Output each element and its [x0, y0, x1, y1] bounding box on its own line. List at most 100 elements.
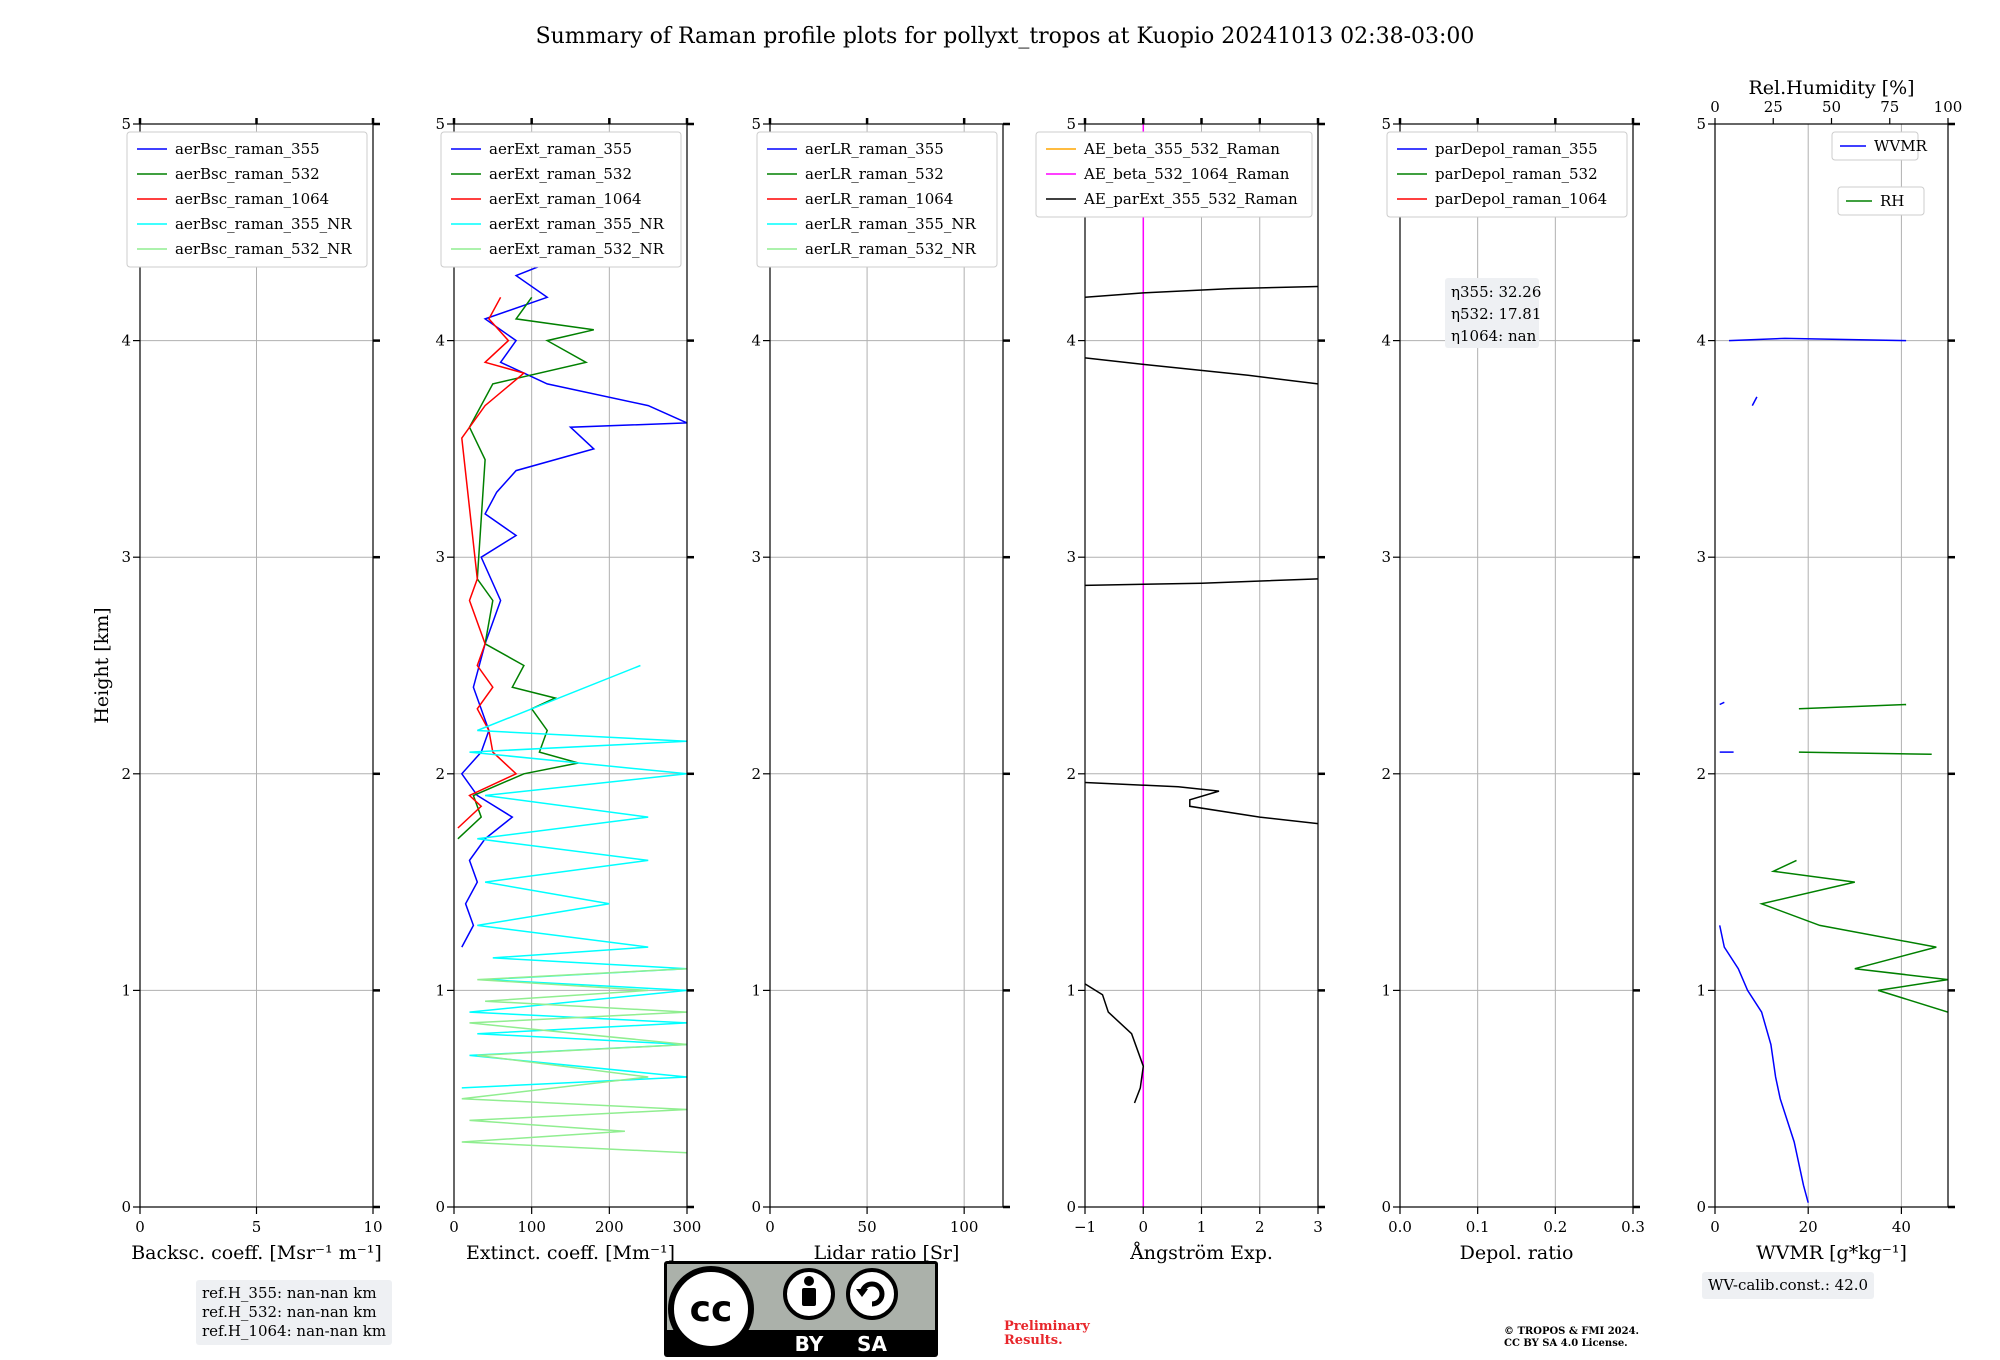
ytick-label: 0: [1066, 1198, 1076, 1216]
ytick-label: 4: [1696, 332, 1706, 350]
xtick-label: 0.2: [1543, 1218, 1567, 1236]
xtick-label: 0: [1138, 1218, 1148, 1236]
panel-2: 0 1 2 3 4 5 0 100 200 300 Extinct. coeff. [Mm⁻¹] ae…: [435, 115, 701, 1264]
xlabel: Depol. ratio: [1460, 1242, 1574, 1264]
data-layer: [457, 253, 687, 1154]
ytick-label: 4: [751, 332, 761, 350]
legend-label: RH: [1880, 192, 1904, 210]
axes-frame: [1399, 123, 1634, 1208]
legend-label: AE_beta_355_532_Raman: [1083, 140, 1280, 158]
xtick-label: 2: [1255, 1218, 1265, 1236]
series-aerExt_raman_1064: [457, 296, 526, 829]
ytick-label: 0: [1696, 1198, 1706, 1216]
ytick-label: 4: [1066, 332, 1076, 350]
ytick-label: 1: [1696, 981, 1706, 999]
legend-label: parDepol_raman_532: [1435, 165, 1598, 183]
series-segment: [1085, 357, 1318, 385]
series-RH: [1759, 859, 1948, 1013]
panel-5: 0 1 2 3 4 5 0.0 0.1 0.2 0.3 Depol. ratio parDepol_r…: [1381, 115, 1644, 1264]
series-segment: [1719, 701, 1725, 706]
panel-4: 0 1 2 3 4 5 −1 0 1 2 3 Ångström Exp. AE_beta_355_532…: [1035, 115, 1325, 1264]
xlabel: Ångström Exp.: [1129, 1242, 1273, 1264]
ytick-label: 1: [1066, 981, 1076, 999]
wv-calibration-box: WV-calib.const.: 42.0: [1702, 1272, 1875, 1299]
ytick-label: 0: [121, 1198, 131, 1216]
legend-box: [1386, 131, 1628, 218]
series-aerExt_raman_532_NR: [461, 967, 687, 1154]
refh-532: ref.H_532: nan-nan km: [202, 1303, 377, 1321]
legend-label: aerExt_raman_532: [489, 165, 632, 183]
eta-box: [1445, 278, 1539, 348]
xtick-label: 200: [595, 1218, 624, 1236]
ytick-label: 3: [1066, 548, 1076, 566]
axes-frame: [769, 123, 1004, 1208]
legend-label: aerExt_raman_355: [489, 140, 632, 158]
ytick-label: 1: [1381, 981, 1391, 999]
ytick-label: 2: [1066, 765, 1076, 783]
preliminary-results-note: Preliminary Results.: [1004, 1319, 1090, 1348]
reference-height-box: ref.H_355: nan-nan km ref.H_532: nan-nan…: [196, 1280, 393, 1345]
xtick-label: 0: [135, 1218, 145, 1236]
series-segment: [1798, 751, 1932, 756]
series-segment: [1728, 337, 1907, 342]
ytick-label: 4: [1381, 332, 1391, 350]
series-segment: [1085, 285, 1318, 299]
xtick-label: 300: [673, 1218, 702, 1236]
xtick-label: 100: [517, 1218, 546, 1236]
xtick-label: 0.0: [1388, 1218, 1412, 1236]
ytick-label: 5: [1381, 115, 1391, 133]
ytick-label: 0: [435, 1198, 445, 1216]
xtick-label: 100: [950, 1218, 979, 1236]
ytick-label: 2: [435, 765, 445, 783]
xlabel: WVMR [g*kg⁻¹]: [1756, 1242, 1907, 1264]
series-segment: [1085, 781, 1318, 825]
xtick-label: −1: [1074, 1218, 1096, 1236]
eta-label: η532: 17.81: [1451, 305, 1541, 323]
legend-box: [440, 131, 682, 268]
legend-label: WVMR: [1874, 137, 1928, 155]
top-xtick-label: 25: [1764, 98, 1783, 116]
top-xlabel: Rel.Humidity [%]: [1748, 77, 1914, 99]
svg-text:BY: BY: [795, 1332, 824, 1356]
ytick-label: 5: [751, 115, 761, 133]
copyright-note: © TROPOS & FMI 2024. CC BY SA 4.0 License…: [1504, 1326, 1640, 1349]
ytick-label: 3: [435, 548, 445, 566]
figure-title: Summary of Raman profile plots for polly…: [536, 24, 1475, 49]
legend-label: aerLR_raman_355: [805, 140, 944, 158]
series-aerExt_raman_355: [460, 253, 687, 948]
xtick-label: 3: [1313, 1218, 1323, 1236]
xtick-label: 40: [1892, 1218, 1911, 1236]
eta-label: η1064: nan: [1451, 327, 1537, 345]
refh-355: ref.H_355: nan-nan km: [202, 1284, 377, 1302]
ytick-label: 3: [751, 548, 761, 566]
legend-label: aerLR_raman_1064: [805, 190, 953, 208]
legend-label: aerExt_raman_355_NR: [489, 215, 665, 233]
ytick-label: 5: [1066, 115, 1076, 133]
legend-label: aerLR_raman_355_NR: [805, 215, 976, 233]
xtick-label: 0: [1710, 1218, 1720, 1236]
svg-text:cc: cc: [690, 1289, 733, 1330]
xlabel: Lidar ratio [Sr]: [814, 1242, 960, 1264]
legend-label: aerBsc_raman_532: [175, 165, 320, 183]
svg-text:SA: SA: [857, 1332, 887, 1356]
ytick-label: 4: [121, 332, 131, 350]
legend-label: aerLR_raman_532: [805, 165, 944, 183]
series-segment: [1751, 396, 1758, 406]
legend-label: aerExt_raman_532_NR: [489, 240, 665, 258]
legend-box: [1831, 131, 1919, 161]
axes-frame: [1714, 123, 1949, 1208]
ytick-label: 0: [751, 1198, 761, 1216]
xtick-label: 0: [765, 1218, 775, 1236]
series-WVMR: [1718, 925, 1809, 1203]
data-layer: [1085, 124, 1318, 1207]
legend-label: AE_parExt_355_532_Raman: [1083, 190, 1298, 208]
legend-label: aerBsc_raman_355_NR: [175, 215, 352, 233]
legend-box: [126, 131, 368, 268]
ytick-label: 2: [121, 765, 131, 783]
xlabel: Backsc. coeff. [Msr⁻¹ m⁻¹]: [131, 1242, 382, 1264]
legend-label: aerExt_raman_1064: [489, 190, 642, 208]
ytick-label: 1: [751, 981, 761, 999]
data-layer: [1718, 337, 1948, 1203]
